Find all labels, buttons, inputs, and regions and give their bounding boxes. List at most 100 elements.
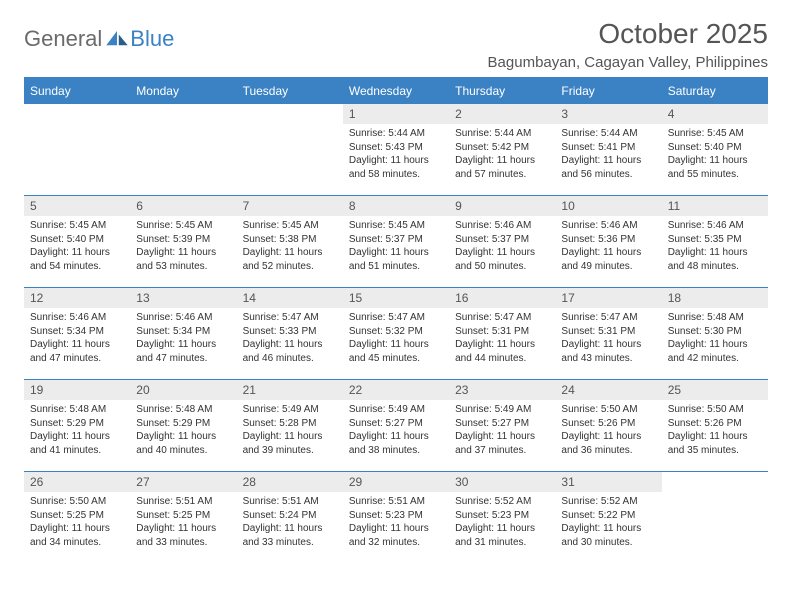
day-content: Sunrise: 5:49 AMSunset: 5:28 PMDaylight:…	[237, 400, 343, 463]
sunset-text: Sunset: 5:37 PM	[455, 233, 549, 247]
day-header: Thursday	[449, 78, 555, 104]
sunset-text: Sunset: 5:39 PM	[136, 233, 230, 247]
day-number: 7	[237, 196, 343, 216]
day-number: 29	[343, 472, 449, 492]
calendar-cell: 17Sunrise: 5:47 AMSunset: 5:31 PMDayligh…	[555, 288, 661, 380]
calendar-row: 19Sunrise: 5:48 AMSunset: 5:29 PMDayligh…	[24, 380, 768, 472]
sunrise-text: Sunrise: 5:51 AM	[349, 495, 443, 509]
day-number: 8	[343, 196, 449, 216]
calendar-cell: 31Sunrise: 5:52 AMSunset: 5:22 PMDayligh…	[555, 472, 661, 564]
calendar-cell: .	[24, 104, 130, 196]
sunrise-text: Sunrise: 5:51 AM	[136, 495, 230, 509]
calendar-cell: 29Sunrise: 5:51 AMSunset: 5:23 PMDayligh…	[343, 472, 449, 564]
daylight-text: Daylight: 11 hours and 53 minutes.	[136, 246, 230, 273]
sunset-text: Sunset: 5:38 PM	[243, 233, 337, 247]
calendar-row: 12Sunrise: 5:46 AMSunset: 5:34 PMDayligh…	[24, 288, 768, 380]
day-content: Sunrise: 5:46 AMSunset: 5:37 PMDaylight:…	[449, 216, 555, 279]
sunset-text: Sunset: 5:31 PM	[561, 325, 655, 339]
sunrise-text: Sunrise: 5:49 AM	[349, 403, 443, 417]
calendar-cell: 16Sunrise: 5:47 AMSunset: 5:31 PMDayligh…	[449, 288, 555, 380]
month-title: October 2025	[488, 18, 768, 50]
sunrise-text: Sunrise: 5:46 AM	[136, 311, 230, 325]
daylight-text: Daylight: 11 hours and 41 minutes.	[30, 430, 124, 457]
sunrise-text: Sunrise: 5:48 AM	[136, 403, 230, 417]
calendar-cell: 5Sunrise: 5:45 AMSunset: 5:40 PMDaylight…	[24, 196, 130, 288]
sunrise-text: Sunrise: 5:50 AM	[668, 403, 762, 417]
day-number: 2	[449, 104, 555, 124]
sunset-text: Sunset: 5:40 PM	[30, 233, 124, 247]
daylight-text: Daylight: 11 hours and 42 minutes.	[668, 338, 762, 365]
calendar-cell: 22 Sunrise: 5:49 AMSunset: 5:27 PMDayligh…	[343, 380, 449, 472]
day-content: Sunrise: 5:44 AMSunset: 5:42 PMDaylight:…	[449, 124, 555, 187]
day-content: Sunrise: 5:46 AMSunset: 5:34 PMDaylight:…	[24, 308, 130, 371]
daylight-text: Daylight: 11 hours and 45 minutes.	[349, 338, 443, 365]
day-content: Sunrise: 5:45 AMSunset: 5:37 PMDaylight:…	[343, 216, 449, 279]
sunrise-text: Sunrise: 5:52 AM	[561, 495, 655, 509]
day-number: 20	[130, 380, 236, 400]
daylight-text: Daylight: 11 hours and 57 minutes.	[455, 154, 549, 181]
day-number: 22	[343, 380, 449, 400]
sunset-text: Sunset: 5:22 PM	[561, 509, 655, 523]
calendar-cell: .	[130, 104, 236, 196]
day-content: Sunrise: 5:45 AMSunset: 5:38 PMDaylight:…	[237, 216, 343, 279]
daylight-text: Daylight: 11 hours and 33 minutes.	[136, 522, 230, 549]
sunset-text: Sunset: 5:33 PM	[243, 325, 337, 339]
day-content: Sunrise: 5:46 AMSunset: 5:34 PMDaylight:…	[130, 308, 236, 371]
daylight-text: Daylight: 11 hours and 38 minutes.	[349, 430, 443, 457]
day-number: 1	[343, 104, 449, 124]
day-number: 21	[237, 380, 343, 400]
sunset-text: Sunset: 5:25 PM	[30, 509, 124, 523]
day-content: Sunrise: 5:47 AMSunset: 5:33 PMDaylight:…	[237, 308, 343, 371]
calendar-table: Sunday Monday Tuesday Wednesday Thursday…	[24, 77, 768, 564]
day-number: 11	[662, 196, 768, 216]
daylight-text: Daylight: 11 hours and 56 minutes.	[561, 154, 655, 181]
daylight-text: Daylight: 11 hours and 34 minutes.	[30, 522, 124, 549]
calendar-cell: 10Sunrise: 5:46 AMSunset: 5:36 PMDayligh…	[555, 196, 661, 288]
sunset-text: Sunset: 5:24 PM	[243, 509, 337, 523]
sunset-text: Sunset: 5:31 PM	[455, 325, 549, 339]
day-content: Sunrise: 5:47 AMSunset: 5:31 PMDaylight:…	[555, 308, 661, 371]
calendar-cell: 14Sunrise: 5:47 AMSunset: 5:33 PMDayligh…	[237, 288, 343, 380]
calendar-cell: 2Sunrise: 5:44 AMSunset: 5:42 PMDaylight…	[449, 104, 555, 196]
logo-word2: Blue	[130, 26, 174, 52]
daylight-text: Daylight: 11 hours and 54 minutes.	[30, 246, 124, 273]
calendar-cell: 12Sunrise: 5:46 AMSunset: 5:34 PMDayligh…	[24, 288, 130, 380]
calendar-cell: 4Sunrise: 5:45 AMSunset: 5:40 PMDaylight…	[662, 104, 768, 196]
calendar-cell: 3Sunrise: 5:44 AMSunset: 5:41 PMDaylight…	[555, 104, 661, 196]
daylight-text: Daylight: 11 hours and 36 minutes.	[561, 430, 655, 457]
sunrise-text: Sunrise: 5:46 AM	[455, 219, 549, 233]
sunset-text: Sunset: 5:27 PM	[349, 417, 443, 431]
day-content: Sunrise: 5:46 AMSunset: 5:36 PMDaylight:…	[555, 216, 661, 279]
sunset-text: Sunset: 5:37 PM	[349, 233, 443, 247]
day-number: 3	[555, 104, 661, 124]
daylight-text: Daylight: 11 hours and 37 minutes.	[455, 430, 549, 457]
daylight-text: Daylight: 11 hours and 55 minutes.	[668, 154, 762, 181]
calendar-cell: 15Sunrise: 5:47 AMSunset: 5:32 PMDayligh…	[343, 288, 449, 380]
day-content: Sunrise: 5:45 AMSunset: 5:39 PMDaylight:…	[130, 216, 236, 279]
title-block: October 2025 Bagumbayan, Cagayan Valley,…	[488, 18, 768, 71]
day-number: 12	[24, 288, 130, 308]
day-number: 27	[130, 472, 236, 492]
day-number: 26	[24, 472, 130, 492]
day-number: 13	[130, 288, 236, 308]
sunset-text: Sunset: 5:41 PM	[561, 141, 655, 155]
sunrise-text: Sunrise: 5:44 AM	[349, 127, 443, 141]
day-content: Sunrise: 5:51 AMSunset: 5:23 PMDaylight:…	[343, 492, 449, 555]
day-number: 10	[555, 196, 661, 216]
sunrise-text: Sunrise: 5:47 AM	[455, 311, 549, 325]
day-content: Sunrise: 5:44 AMSunset: 5:43 PMDaylight:…	[343, 124, 449, 187]
day-content: Sunrise: 5:50 AMSunset: 5:26 PMDaylight:…	[662, 400, 768, 463]
logo: General Blue	[24, 26, 174, 52]
sunrise-text: Sunrise: 5:49 AM	[455, 403, 549, 417]
day-content: Sunrise: 5:48 AMSunset: 5:29 PMDaylight:…	[24, 400, 130, 463]
day-number: 17	[555, 288, 661, 308]
day-number: 19	[24, 380, 130, 400]
location-subtitle: Bagumbayan, Cagayan Valley, Philippines	[488, 54, 768, 71]
daylight-text: Daylight: 11 hours and 31 minutes.	[455, 522, 549, 549]
day-number: 28	[237, 472, 343, 492]
daylight-text: Daylight: 11 hours and 32 minutes.	[349, 522, 443, 549]
day-header: Monday	[130, 78, 236, 104]
calendar-cell: 13Sunrise: 5:46 AMSunset: 5:34 PMDayligh…	[130, 288, 236, 380]
calendar-cell: 8Sunrise: 5:45 AMSunset: 5:37 PMDaylight…	[343, 196, 449, 288]
day-header: Wednesday	[343, 78, 449, 104]
